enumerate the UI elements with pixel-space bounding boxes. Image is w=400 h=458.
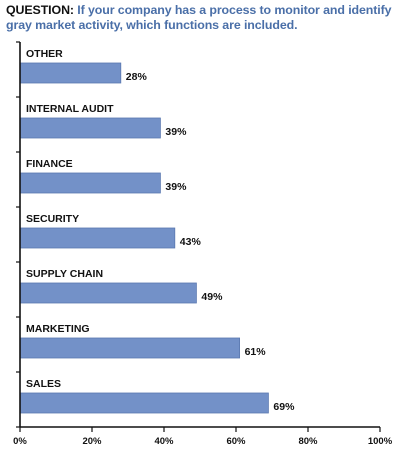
x-tick-label: 20% <box>82 436 102 447</box>
category-label-sales: SALES <box>26 378 61 390</box>
category-label-internal-audit: INTERNAL AUDIT <box>26 103 114 115</box>
bar-internal-audit <box>19 117 161 139</box>
bar-security <box>19 227 176 249</box>
question-text: If your company has a process to monitor… <box>6 3 392 32</box>
category-label-supply-chain: SUPPLY CHAIN <box>26 268 103 280</box>
question-heading: QUESTION: If your company has a process … <box>6 3 396 33</box>
bar-other <box>19 62 122 84</box>
category-label-security: SECURITY <box>26 213 79 225</box>
x-tick-label: 0% <box>13 436 27 447</box>
category-label-marketing: MARKETING <box>26 323 90 335</box>
value-label-internal-audit: 39% <box>165 126 187 138</box>
value-label-marketing: 61% <box>245 346 267 358</box>
category-label-finance: FINANCE <box>26 158 73 170</box>
category-label-other: OTHER <box>26 48 63 60</box>
x-tick-label: 80% <box>298 436 318 447</box>
value-label-security: 43% <box>180 236 202 248</box>
bar-supply-chain <box>19 282 197 304</box>
value-label-supply-chain: 49% <box>201 291 223 303</box>
value-label-other: 28% <box>126 71 148 83</box>
value-label-finance: 39% <box>165 181 187 193</box>
x-tick-label: 100% <box>368 436 393 447</box>
bar-finance <box>19 172 161 194</box>
axis-layer: 0% 20% 40% 60% 80% 100% <box>13 41 393 447</box>
question-label: QUESTION: <box>6 3 74 17</box>
bars-layer: OTHER 28% INTERNAL AUDIT 39% FINANCE 39% SECUR… <box>19 48 295 414</box>
x-tick-label: 60% <box>226 436 246 447</box>
bar-sales <box>19 392 269 414</box>
bar-marketing <box>19 337 241 359</box>
value-label-sales: 69% <box>273 401 295 413</box>
x-tick-label: 40% <box>154 436 174 447</box>
